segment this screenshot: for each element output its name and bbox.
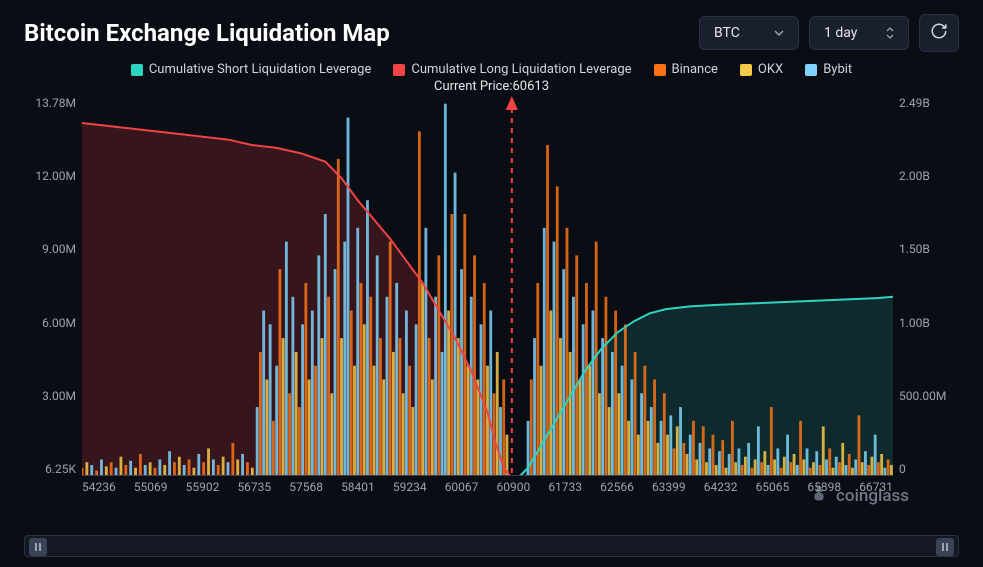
x-tick: 57568 <box>289 480 323 494</box>
x-tick: 55069 <box>134 480 168 494</box>
range-dropdown-value: 1 day <box>824 25 857 41</box>
chart-legend: Cumulative Short Liquidation Leverage Cum… <box>0 60 983 77</box>
legend-label: OKX <box>758 62 783 77</box>
page-title: Bitcoin Exchange Liquidation Map <box>24 19 390 47</box>
legend-label: Binance <box>672 62 718 77</box>
chart-plot[interactable] <box>82 96 893 476</box>
x-tick: 58401 <box>341 480 375 494</box>
asset-dropdown[interactable]: BTC <box>699 16 799 50</box>
x-tick: 56735 <box>237 480 271 494</box>
header-controls: BTC 1 day <box>699 14 959 52</box>
x-tick: 55902 <box>186 480 220 494</box>
y-axis-right: 2.49B 2.00B 1.50B 1.00B 500.00M 0 <box>899 96 959 476</box>
y-right-tick: 2.00B <box>899 169 959 183</box>
logo-icon <box>808 482 830 509</box>
spinner-icon <box>886 27 894 39</box>
legend-label: Cumulative Short Liquidation Leverage <box>149 62 372 77</box>
legend-item[interactable]: OKX <box>740 62 783 77</box>
legend-swatch <box>740 64 752 76</box>
range-slider[interactable] <box>24 535 959 557</box>
y-axis-left: 13.78M 12.00M 9.00M 6.00M 3.00M 6.25K <box>24 96 76 476</box>
legend-item[interactable]: Cumulative Long Liquidation Leverage <box>393 62 631 77</box>
grip-icon <box>942 543 948 551</box>
chevron-down-icon <box>774 30 784 36</box>
legend-item[interactable]: Bybit <box>805 62 852 77</box>
watermark: coinglass <box>808 482 909 509</box>
x-tick: 62566 <box>600 480 634 494</box>
x-tick: 59234 <box>393 480 427 494</box>
x-tick: 54236 <box>82 480 116 494</box>
range-handle-right[interactable] <box>936 538 954 556</box>
chart-area: 13.78M12.00M9.00M6.00M3.00M6.25K 2.49B2.… <box>24 96 959 516</box>
y-right-tick: 500.00M <box>899 389 959 403</box>
current-price-label: Current Price:60613 <box>0 77 983 94</box>
x-tick: 64232 <box>704 480 738 494</box>
y-right-tick: 1.00B <box>899 316 959 330</box>
x-tick: 63399 <box>652 480 686 494</box>
y-left-tick: 9.00M <box>24 242 76 256</box>
legend-label: Bybit <box>823 62 852 77</box>
watermark-text: coinglass <box>836 486 909 506</box>
range-handle-left[interactable] <box>29 538 47 556</box>
y-left-tick: 6.00M <box>24 316 76 330</box>
refresh-icon <box>930 22 948 44</box>
legend-swatch <box>654 64 666 76</box>
x-tick: 65065 <box>756 480 790 494</box>
legend-swatch <box>131 64 143 76</box>
x-tick: 61733 <box>548 480 582 494</box>
legend-swatch <box>393 64 405 76</box>
header: Bitcoin Exchange Liquidation Map BTC 1 d… <box>0 0 983 60</box>
y-right-tick: 2.49B <box>899 96 959 110</box>
x-tick: 60067 <box>445 480 479 494</box>
refresh-button[interactable] <box>919 14 959 52</box>
y-right-tick: 0 <box>899 462 959 476</box>
legend-swatch <box>805 64 817 76</box>
legend-item[interactable]: Binance <box>654 62 718 77</box>
legend-label: Cumulative Long Liquidation Leverage <box>411 62 631 77</box>
y-left-tick: 3.00M <box>24 389 76 403</box>
x-tick: 60900 <box>497 480 531 494</box>
legend-item[interactable]: Cumulative Short Liquidation Leverage <box>131 62 372 77</box>
x-axis: 54236 55069 55902 56735 57568 58401 59234 60067… <box>82 480 893 494</box>
grip-icon <box>35 543 41 551</box>
asset-dropdown-value: BTC <box>714 25 740 41</box>
y-left-tick: 13.78M <box>24 96 76 110</box>
range-dropdown[interactable]: 1 day <box>809 16 909 50</box>
y-left-tick: 12.00M <box>24 169 76 183</box>
y-left-tick: 6.25K <box>24 462 76 476</box>
y-right-tick: 1.50B <box>899 242 959 256</box>
